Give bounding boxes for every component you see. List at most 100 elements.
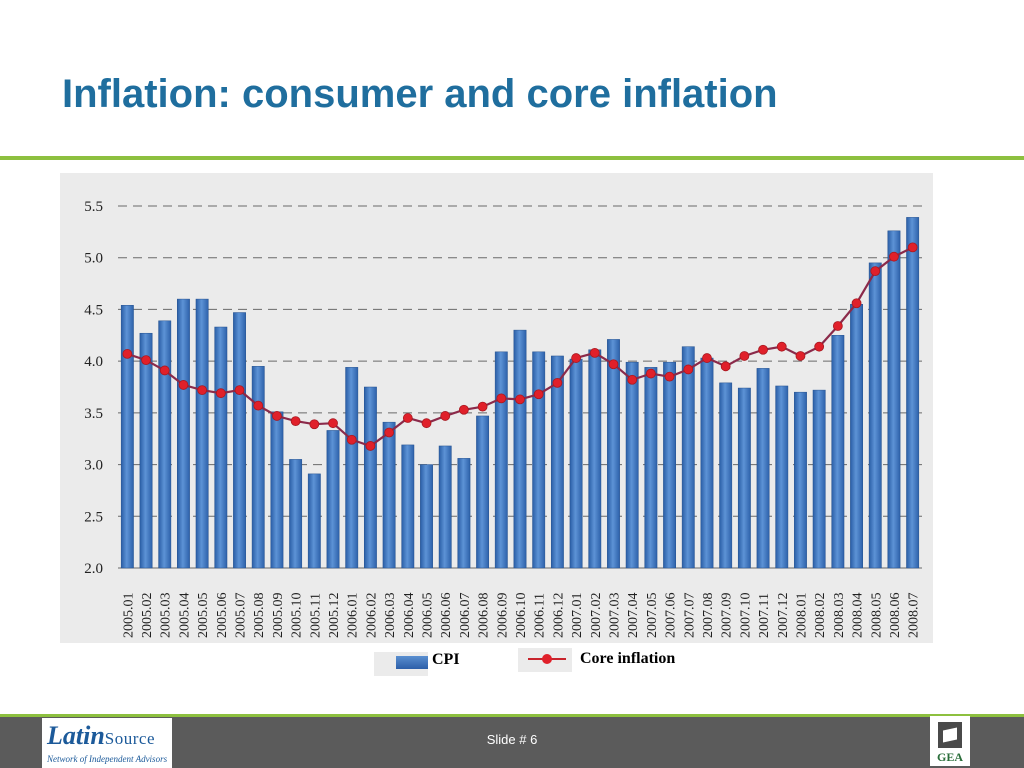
cpi-bar [513, 329, 527, 569]
logo-source: Source [104, 729, 156, 748]
x-tick-label: 2006.02 [364, 593, 379, 639]
x-tick-label: 2005.09 [271, 593, 286, 639]
footer-bar: LatinSource Network of Independent Advis… [0, 714, 1024, 768]
core-inflation-marker [739, 351, 750, 361]
core-inflation-marker [440, 411, 451, 421]
x-tick-label: 2008.05 [869, 593, 884, 639]
x-tick-label: 2007.11 [757, 593, 772, 638]
core-inflation-marker [776, 341, 787, 352]
core-inflation-marker [402, 413, 413, 423]
core-inflation-marker [552, 377, 563, 388]
core-inflation-marker [122, 349, 133, 359]
core-inflation-marker [889, 251, 899, 262]
cpi-bar [887, 230, 901, 569]
x-tick-label: 2005.03 [159, 593, 174, 639]
x-tick-label: 2006.01 [346, 593, 361, 639]
title-divider [0, 156, 1024, 160]
x-tick-label: 2005.05 [196, 593, 211, 639]
cpi-bar [775, 385, 789, 569]
cpi-bar [158, 320, 172, 569]
x-tick-label: 2007.06 [664, 593, 679, 639]
cpi-bar [120, 305, 134, 569]
x-tick-label: 2006.07 [458, 593, 473, 639]
legend-cpi-swatch [396, 656, 428, 669]
core-inflation-marker [515, 394, 525, 405]
logo-wordmark: LatinSource [47, 721, 155, 751]
cpi-bar [214, 326, 228, 569]
y-tick-label: 4.5 [84, 302, 103, 318]
x-tick-label: 2005.12 [327, 593, 342, 639]
x-tick-label: 2005.06 [215, 593, 230, 639]
x-tick-label: 2006.12 [551, 593, 566, 639]
y-tick-label: 2.0 [84, 561, 103, 577]
x-tick-label: 2006.09 [495, 593, 510, 639]
cpi-bar [681, 346, 695, 569]
cpi-bar [812, 389, 826, 569]
y-tick-label: 4.0 [84, 354, 103, 370]
cpi-bar [438, 445, 452, 569]
core-inflation-marker [253, 400, 264, 411]
cpi-bar [345, 367, 359, 569]
logo-tagline: Network of Independent Advisors [47, 754, 168, 764]
cpi-bar [625, 361, 639, 569]
core-inflation-marker [571, 353, 581, 363]
gea-text: GEA [936, 750, 963, 764]
core-inflation-marker [421, 418, 432, 429]
y-tick-label: 5.0 [84, 251, 103, 267]
cpi-bar [868, 262, 882, 569]
x-tick-label: 2007.08 [701, 593, 716, 639]
core-inflation-marker [141, 355, 151, 366]
cpi-bar [644, 367, 658, 569]
core-inflation-marker [907, 242, 918, 253]
x-tick-label: 2007.12 [776, 593, 791, 639]
x-tick-label: 2005.07 [234, 593, 249, 639]
x-tick-label: 2006.10 [514, 593, 529, 639]
core-inflation-marker [533, 389, 544, 400]
core-inflation-marker [795, 351, 806, 361]
x-tick-label: 2008.03 [832, 593, 847, 639]
core-inflation-marker [496, 393, 507, 404]
cpi-bar [906, 217, 920, 569]
x-tick-label: 2007.09 [720, 593, 735, 639]
chart-legend: CPI Core inflation [0, 648, 1024, 678]
x-tick-label: 2006.04 [402, 593, 417, 639]
x-tick-label: 2007.03 [607, 593, 622, 639]
cpi-bar [139, 332, 153, 569]
cpi-bar [494, 351, 508, 569]
x-tick-label: 2005.10 [290, 593, 305, 639]
core-inflation-marker [290, 416, 301, 427]
cpi-bar [326, 430, 340, 569]
core-inflation-marker [814, 341, 825, 352]
cpi-bar [457, 458, 471, 569]
cpi-bar [177, 298, 190, 569]
cpi-bar [550, 355, 564, 569]
x-tick-label: 2007.01 [570, 593, 585, 639]
x-tick-label: 2007.05 [645, 593, 660, 639]
cpi-bar [420, 464, 433, 569]
cpi-bar [251, 366, 265, 569]
x-tick-label: 2008.04 [851, 593, 866, 639]
cpi-bar [719, 382, 733, 569]
core-inflation-marker [683, 364, 694, 375]
x-tick-label: 2007.04 [626, 593, 641, 639]
x-tick-label: 2006.11 [533, 593, 548, 638]
core-inflation-marker [589, 347, 600, 358]
slide-number: Slide # 6 [486, 732, 538, 747]
cpi-bar [588, 349, 602, 569]
x-tick-label: 2007.07 [682, 593, 697, 639]
core-inflation-marker [159, 365, 170, 376]
cpi-bar [607, 339, 620, 569]
cpi-bar [307, 473, 321, 569]
core-inflation-marker [365, 441, 376, 451]
cpi-bar [382, 421, 396, 569]
legend-cpi-label: CPI [432, 651, 460, 668]
core-inflation-marker [645, 368, 656, 379]
gea-mark-icon [938, 722, 962, 748]
core-inflation-marker [384, 427, 395, 438]
cpi-bar [270, 411, 284, 569]
y-tick-label: 5.5 [84, 199, 103, 215]
cpi-bar [233, 312, 246, 569]
core-inflation-marker [215, 388, 226, 399]
y-tick-label: 3.5 [84, 406, 103, 422]
cpi-bar [476, 415, 490, 569]
